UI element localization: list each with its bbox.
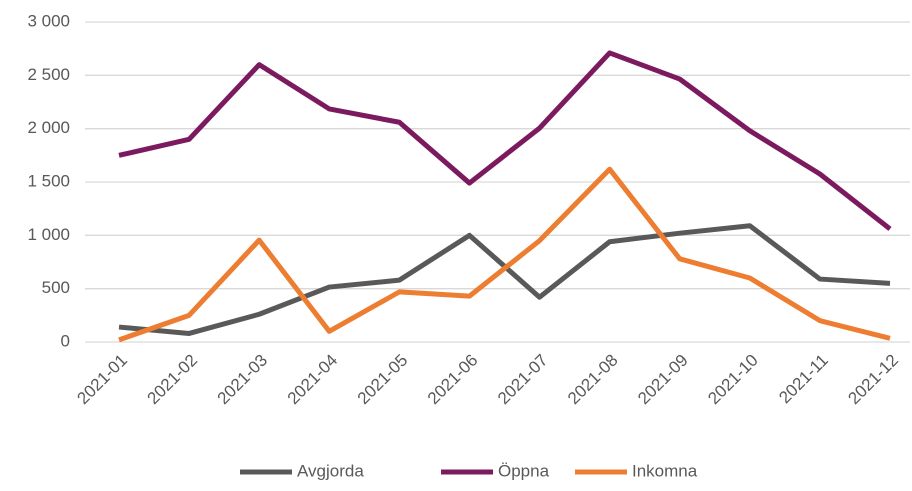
y-tick-label: 3 000 xyxy=(27,11,70,30)
legend-label: Öppna xyxy=(498,461,550,480)
x-tick-label: 2021-07 xyxy=(494,351,552,409)
series-line xyxy=(118,166,891,343)
series-line xyxy=(118,223,891,336)
x-tick-label: 2021-06 xyxy=(424,351,482,409)
y-tick-label: 0 xyxy=(61,331,70,350)
x-tick-label: 2021-01 xyxy=(73,351,131,409)
series-line xyxy=(118,50,892,231)
y-tick-label: 1 500 xyxy=(27,171,70,190)
x-tick-label: 2021-12 xyxy=(844,351,902,409)
x-tick-label: 2021-02 xyxy=(144,351,202,409)
x-tick-label: 2021-05 xyxy=(354,351,412,409)
legend-label: Inkomna xyxy=(632,461,698,480)
y-tick-label: 500 xyxy=(42,278,70,297)
x-tick-label: 2021-04 xyxy=(284,351,342,409)
legend-label: Avgjorda xyxy=(297,461,364,480)
x-tick-label: 2021-08 xyxy=(564,351,622,409)
y-tick-label: 2 500 xyxy=(27,65,70,84)
x-tick-label: 2021-10 xyxy=(704,351,762,409)
x-tick-label: 2021-11 xyxy=(775,351,832,408)
y-tick-label: 2 000 xyxy=(27,118,70,137)
y-tick-label: 1 000 xyxy=(27,225,70,244)
x-tick-label: 2021-03 xyxy=(214,351,272,409)
x-tick-label: 2021-09 xyxy=(634,351,692,409)
